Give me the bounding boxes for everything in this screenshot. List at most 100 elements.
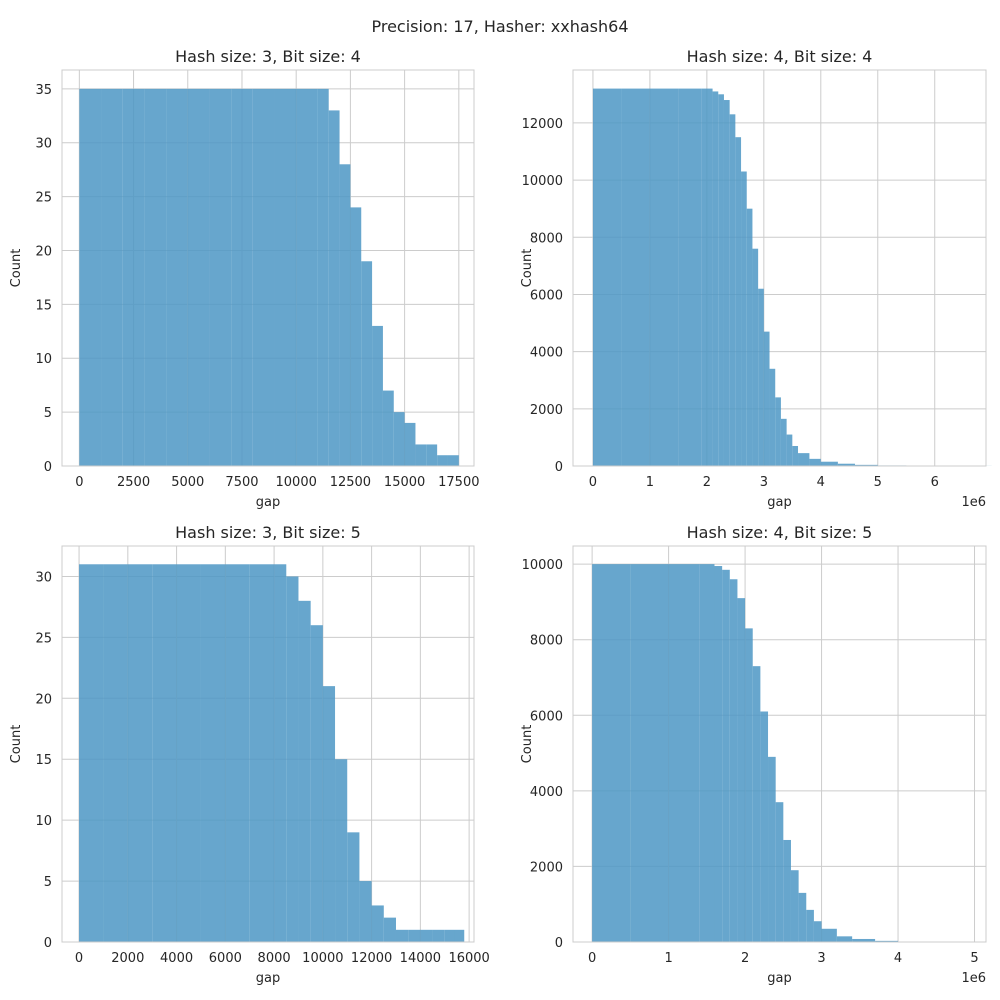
x-axis-label: gap	[767, 495, 791, 510]
histogram-bar	[806, 909, 814, 942]
histogram-bar	[420, 929, 433, 942]
histogram-bar	[79, 88, 102, 466]
histogram-bar	[317, 88, 329, 466]
y-tick-label: 30	[35, 137, 52, 152]
histogram-bar	[249, 564, 275, 942]
histogram-bar	[763, 331, 770, 466]
x-tick-label: 5	[874, 475, 882, 490]
figure-title: Precision: 17, Hasher: xxhash64	[371, 17, 629, 36]
y-tick-label: 8000	[530, 231, 563, 246]
x-tick-label: 2	[741, 951, 749, 966]
panel-title: Hash size: 3, Bit size: 4	[175, 47, 361, 66]
x-tick-label: 0	[589, 475, 597, 490]
histogram-bar	[668, 564, 700, 942]
histogram-bar	[310, 625, 323, 942]
histogram-bar	[837, 463, 855, 466]
y-tick-label: 15	[35, 753, 52, 768]
y-tick-label: 20	[35, 692, 52, 707]
x-tick-label: 4	[894, 951, 902, 966]
y-tick-label: 25	[35, 631, 52, 646]
y-tick-label: 2000	[530, 403, 563, 418]
y-axis-label: Count	[9, 249, 24, 288]
histogram-bar	[775, 802, 784, 942]
histogram-bar	[426, 444, 438, 466]
histogram-bar	[231, 88, 253, 466]
axes-frame	[572, 545, 987, 943]
x-axis-label: gap	[256, 971, 280, 986]
histogram-panel-hash4-bit4: 0 1 2 3 4 5 6 0 2000 4000 6000 8000 10000 12000 Hash s…	[520, 47, 992, 510]
panel-title: Hash size: 3, Bit size: 5	[175, 523, 361, 542]
histogram-bar	[322, 686, 336, 942]
histogram-bar	[447, 455, 459, 466]
histogram-bar	[836, 936, 853, 942]
x-tick-label: 4000	[160, 951, 193, 966]
x-tick-label: 2000	[111, 951, 144, 966]
histogram-bar	[298, 600, 311, 942]
x-tick-label: 3	[817, 951, 825, 966]
histogram-bar	[176, 564, 201, 942]
x-tick-label: 1	[646, 475, 654, 490]
y-tick-label: 8000	[530, 634, 563, 649]
histogram-bar	[415, 444, 427, 466]
x-tick-label: 7500	[225, 475, 258, 490]
histogram-bar	[729, 579, 738, 942]
histogram-bar	[714, 566, 723, 942]
x-tick-label: 6	[931, 475, 939, 490]
x-tick-label: 4	[817, 475, 825, 490]
histogram-bar	[592, 88, 622, 466]
histogram-bar	[166, 88, 188, 466]
histogram-bar	[821, 928, 837, 942]
y-tick-label: 0	[44, 936, 52, 951]
x-tick-label: 17500	[438, 475, 479, 490]
histogram-bar	[347, 832, 360, 942]
histogram-bar	[437, 455, 448, 466]
histogram-bar	[780, 418, 787, 466]
histogram-bar	[741, 171, 747, 466]
x-tick-label: 5	[970, 951, 978, 966]
histogram-bar	[745, 628, 753, 942]
histogram-panel-hash3-bit4: 0 2500 5000 7500 10000 12500 15000 17500 0 5 10 15 2…	[9, 47, 480, 510]
histogram-bar	[798, 453, 810, 466]
y-tick-label: 10	[35, 352, 52, 367]
x-tick-label: 0	[75, 475, 83, 490]
histogram-bar	[395, 929, 409, 942]
x-tick-label: 0	[75, 951, 83, 966]
histogram-bar	[813, 921, 822, 942]
histogram-bar	[252, 88, 275, 466]
histogram-panel-hash3-bit5: 0 2000 4000 6000 8000 10000 12000 14000 16000 0 5 1…	[9, 523, 490, 986]
x-tick-label: 0	[588, 951, 596, 966]
y-tick-label: 0	[555, 936, 563, 951]
axes-frame	[61, 69, 475, 467]
histogram-bar	[752, 666, 761, 942]
histogram-bar	[187, 88, 210, 466]
x-tick-label: 14000	[400, 951, 441, 966]
histogram-bar	[209, 88, 232, 466]
y-tick-label: 10	[35, 814, 52, 829]
histogram-bar	[722, 569, 730, 942]
histogram-bar	[854, 464, 878, 466]
x-tick-label: 10000	[276, 475, 317, 490]
histogram-bar	[649, 88, 679, 466]
histogram-bar	[393, 412, 405, 466]
histogram-bar	[274, 564, 287, 942]
histogram-bar	[372, 325, 383, 466]
histogram-bar	[454, 929, 465, 942]
histogram-bar	[335, 759, 348, 942]
x-offset-label: 1e6	[961, 971, 986, 986]
y-tick-label: 35	[35, 83, 52, 98]
histogram-bar	[712, 91, 719, 467]
y-tick-label: 20	[35, 244, 52, 259]
y-tick-label: 5	[44, 406, 52, 421]
histogram-bar	[783, 839, 791, 942]
histogram-bar	[718, 94, 724, 466]
histogram-bar	[790, 870, 799, 942]
histogram-bar	[339, 164, 351, 467]
x-tick-label: 12500	[330, 475, 371, 490]
histogram-bar	[152, 564, 177, 942]
histogram-bar	[798, 892, 807, 942]
y-tick-label: 30	[35, 570, 52, 585]
histogram-bar	[101, 88, 123, 466]
x-tick-label: 8000	[258, 951, 291, 966]
y-tick-label: 15	[35, 298, 52, 313]
y-tick-label: 12000	[522, 117, 563, 132]
